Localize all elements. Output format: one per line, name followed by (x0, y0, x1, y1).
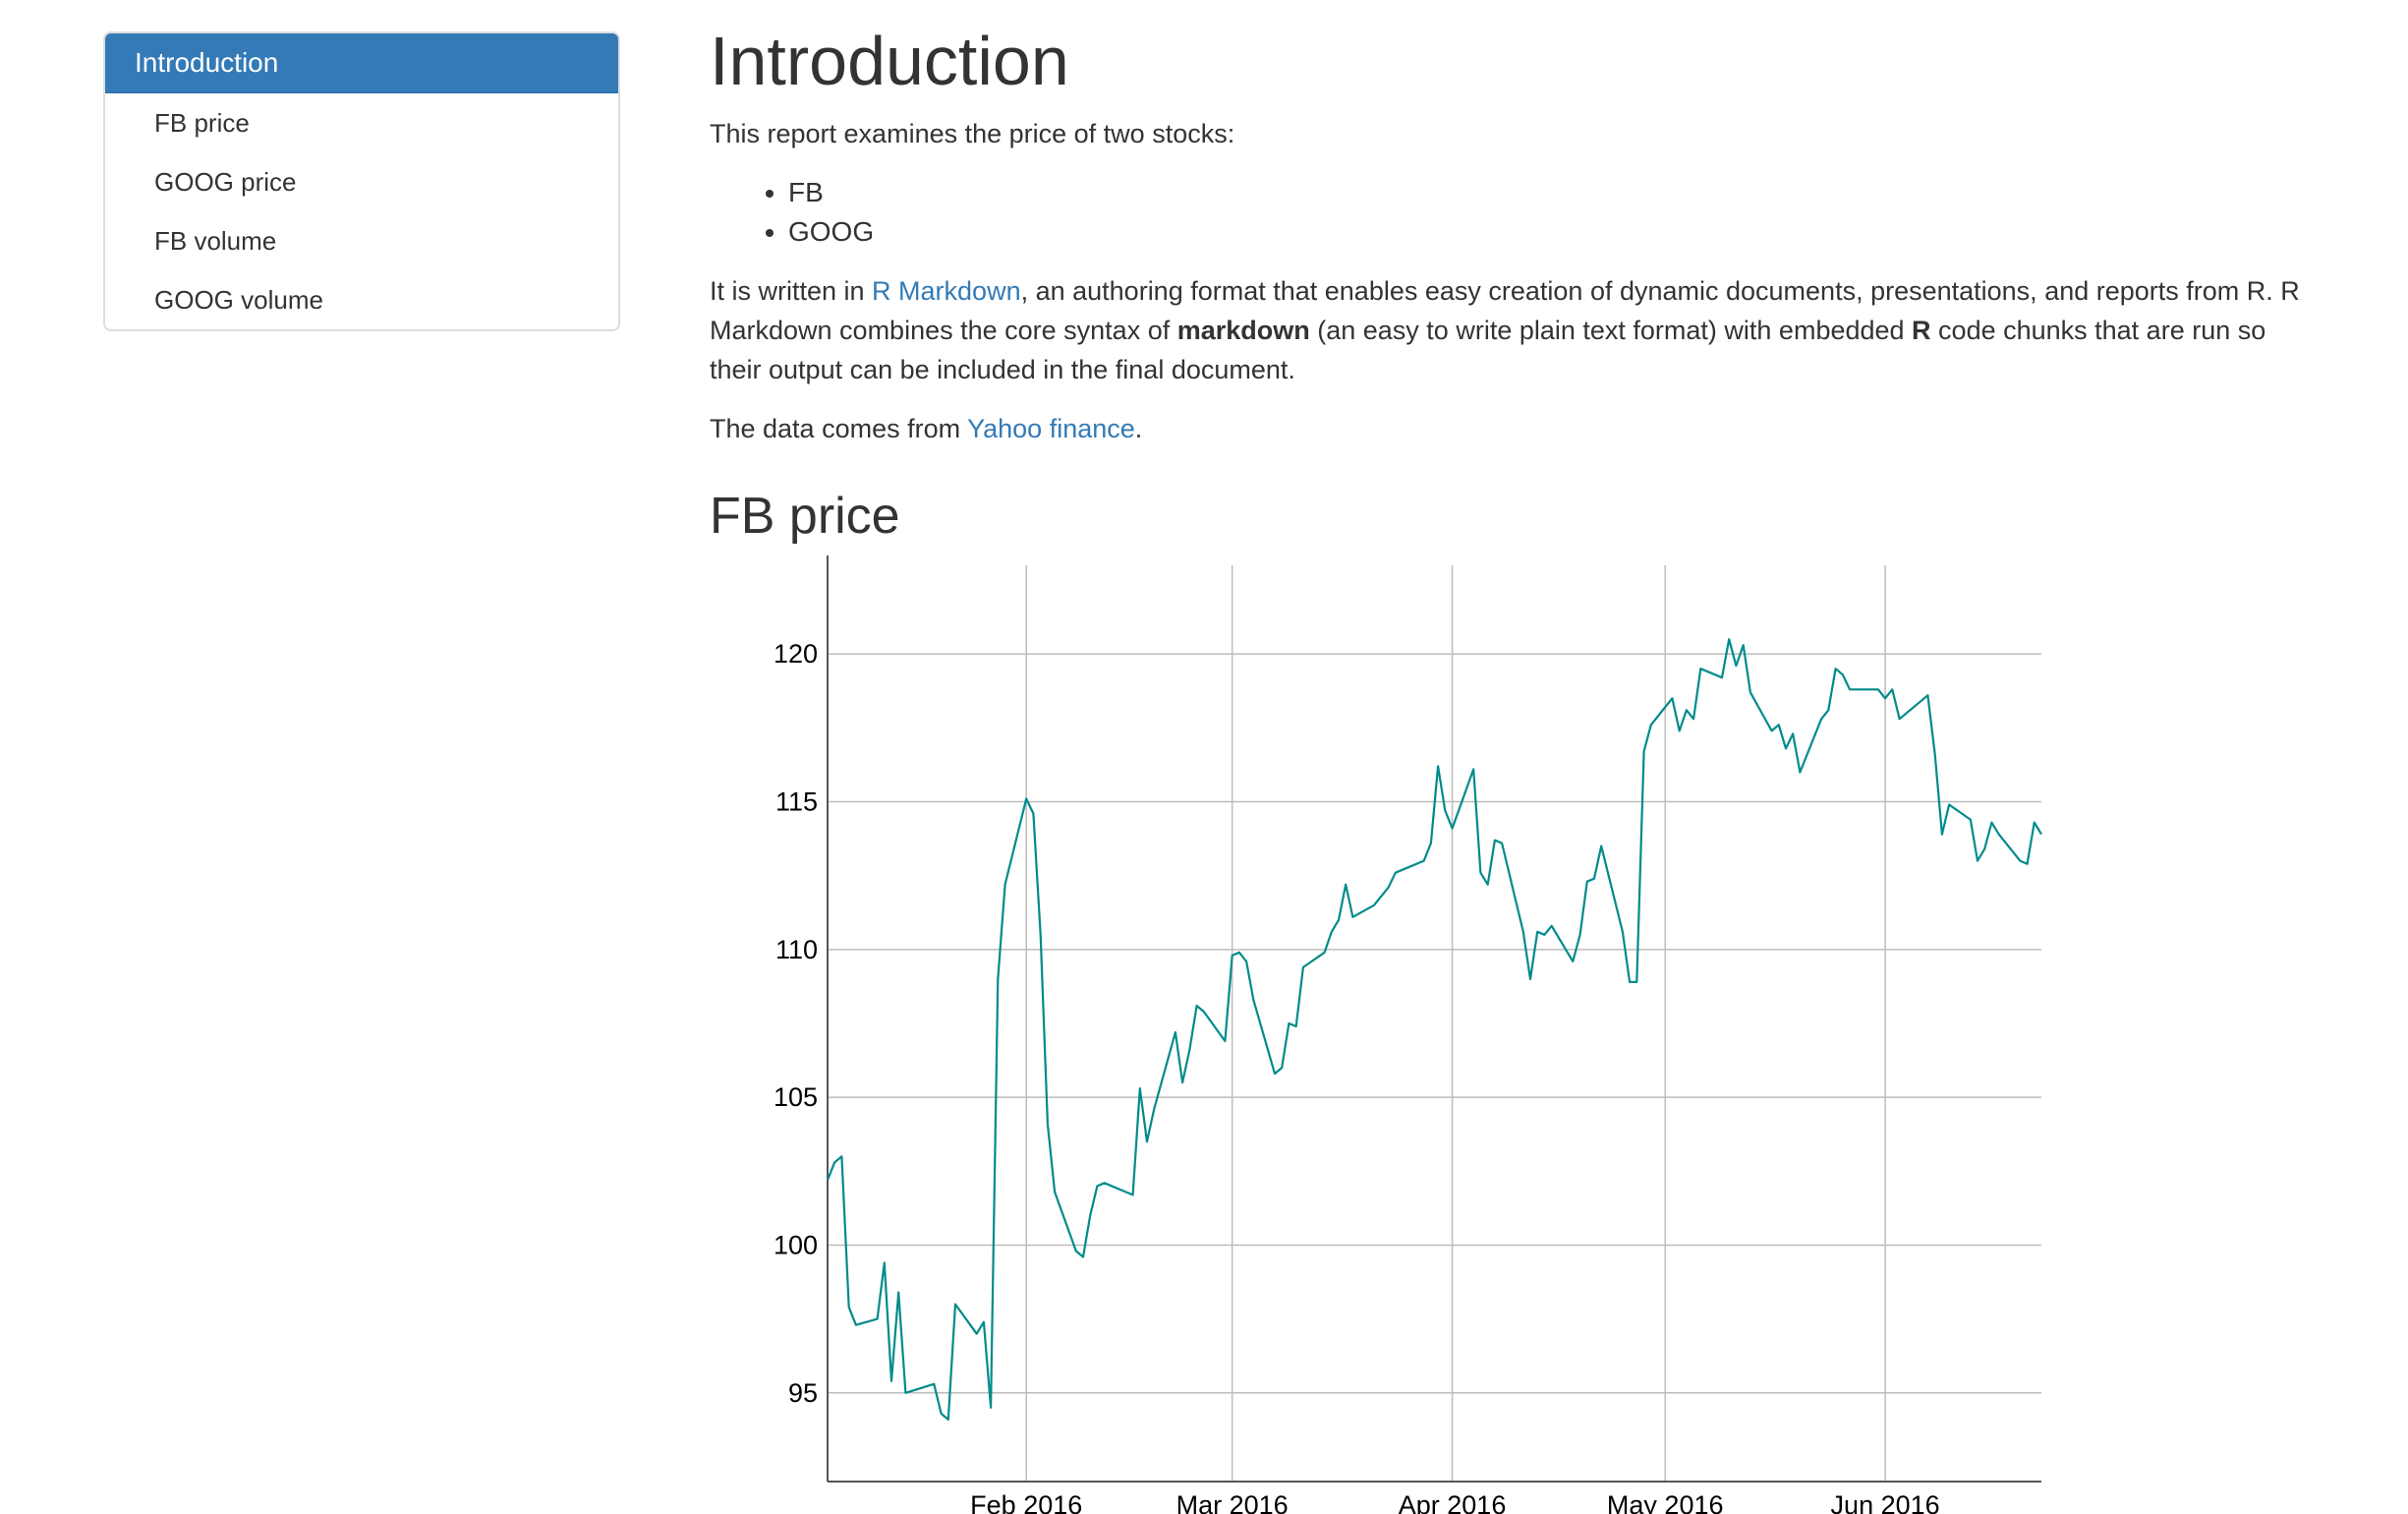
stock-list: FB GOOG (710, 173, 874, 252)
data-source-paragraph: The data comes from Yahoo finance. (710, 409, 1142, 448)
y-tick-label: 120 (774, 639, 818, 669)
x-tick-label: Apr 2016 (1399, 1490, 1507, 1514)
text-span: It is written in (710, 276, 873, 306)
section-title-fb-price: FB price (710, 488, 900, 545)
y-tick-label: 95 (788, 1378, 818, 1408)
toc-item-goog-price[interactable]: GOOG price (154, 167, 297, 197)
y-tick-label: 115 (775, 787, 818, 817)
yahoo-finance-link[interactable]: Yahoo finance (967, 414, 1135, 443)
y-tick-label: 110 (775, 935, 818, 964)
bold-r: R (1912, 316, 1931, 345)
text-span: . (1134, 414, 1143, 443)
x-tick-label: Mar 2016 (1176, 1490, 1289, 1514)
text-span: The data comes from (710, 414, 968, 443)
bold-markdown: markdown (1176, 316, 1310, 345)
text-span: , an authoring format that enables easy … (710, 276, 2300, 345)
x-tick-label: Jun 2016 (1831, 1490, 1940, 1514)
toc-item-fb-volume[interactable]: FB volume (154, 226, 277, 256)
rmarkdown-paragraph: It is written in R Markdown, an authorin… (710, 271, 2322, 389)
r-markdown-link[interactable]: R Markdown (872, 276, 1021, 306)
list-item: FB (788, 173, 874, 212)
page-title: Introduction (710, 23, 1069, 99)
y-tick-label: 105 (774, 1082, 818, 1112)
toc-item-goog-volume[interactable]: GOOG volume (154, 285, 323, 315)
text-span: code chunks that are run so their output… (710, 316, 2266, 384)
x-tick-label: Feb 2016 (970, 1490, 1082, 1514)
table-of-contents: Introduction FB price GOOG price FB volu… (103, 31, 620, 331)
intro-paragraph: This report examines the price of two st… (710, 119, 1235, 148)
list-item: GOOG (788, 212, 874, 252)
toc-item-fb-price[interactable]: FB price (154, 108, 250, 138)
fb-price-chart: 95 100 105 110 115 120 Feb 2016 Mar 2016 Apr 201… (774, 555, 2042, 1514)
toc-item-introduction[interactable]: Introduction (105, 33, 618, 93)
price-series-line (826, 638, 2042, 1422)
x-tick-label: May 2016 (1607, 1490, 1724, 1514)
y-tick-label: 100 (774, 1230, 818, 1259)
text-span: (an easy to write plain text format) wit… (1309, 316, 1913, 345)
